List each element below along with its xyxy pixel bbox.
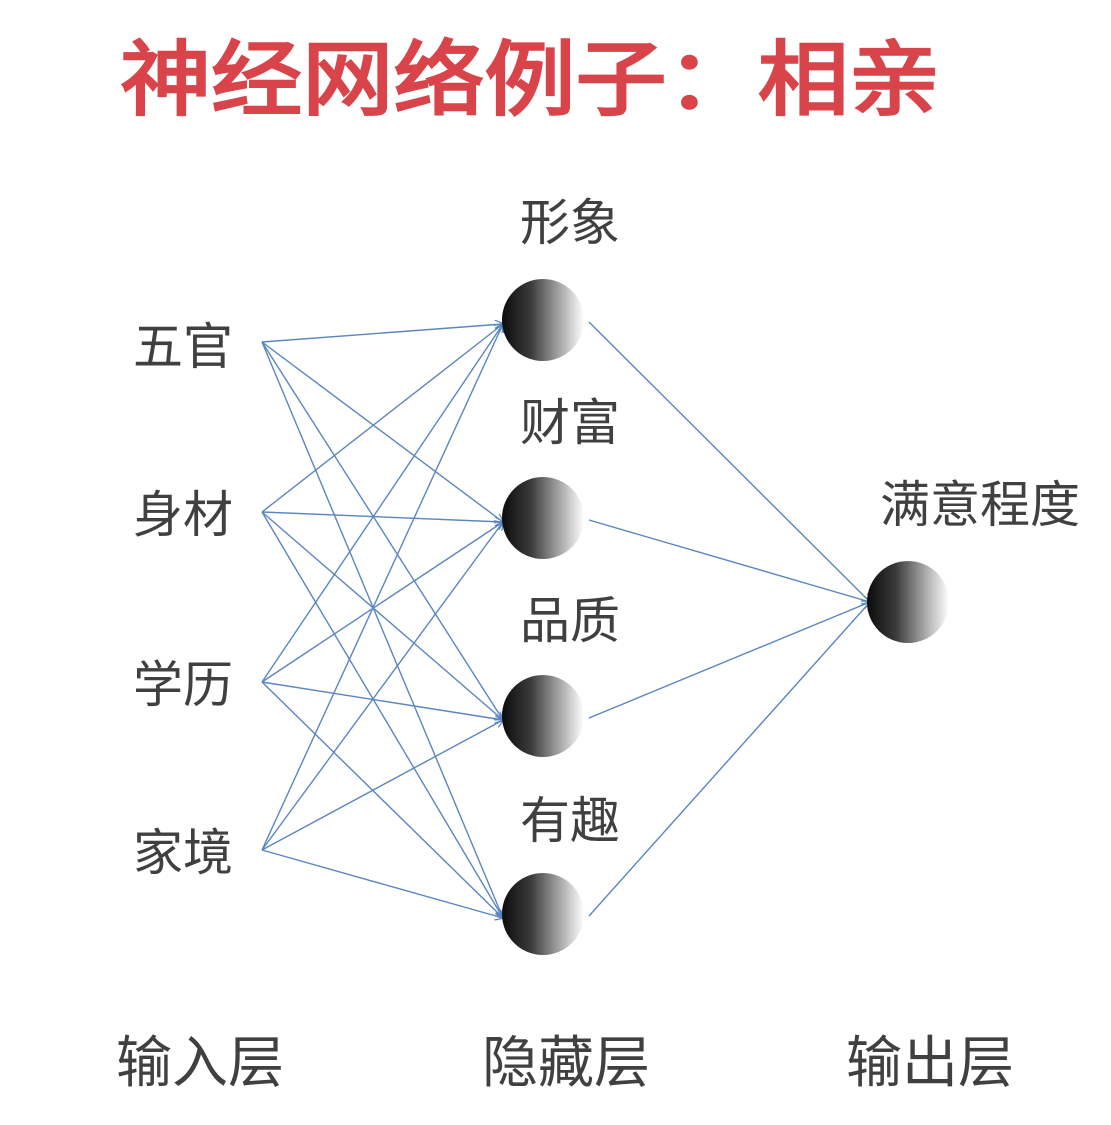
hidden-node-label: 有趣 [520, 792, 620, 850]
hidden-node [502, 477, 584, 559]
input-hidden-edge [261, 522, 503, 683]
input-hidden-edge [261, 324, 503, 851]
input-hidden-edge [261, 681, 503, 720]
edge-layer [261, 321, 870, 918]
output-layer-title: 输出层 [846, 1031, 1014, 1096]
output-layer-labels: 满意程度 [880, 476, 1080, 534]
hidden-layer-title: 隐藏层 [482, 1031, 650, 1096]
output-node-layer [867, 561, 949, 643]
hidden-output-edge [588, 321, 870, 602]
layer-titles: 输入层 隐藏层 输出层 [116, 1031, 1014, 1096]
hidden-layer-labels: 形象 财富 品质 有趣 [520, 194, 620, 850]
hidden-output-edge [588, 602, 870, 917]
hidden-node [502, 873, 584, 955]
hidden-output-edge [588, 519, 870, 602]
input-hidden-edge [261, 324, 503, 343]
hidden-node-layer [502, 279, 584, 955]
hidden-node-label: 形象 [520, 194, 620, 252]
input-hidden-edge [261, 511, 503, 522]
hidden-node [502, 279, 584, 361]
output-node [867, 561, 949, 643]
input-node-label: 学历 [133, 656, 233, 714]
output-node-label: 满意程度 [880, 476, 1080, 534]
hidden-node-label: 财富 [520, 394, 620, 452]
hidden-output-edge [588, 602, 870, 719]
input-hidden-edge [261, 324, 503, 683]
input-layer-labels: 五官 身材 学历 家境 [133, 318, 233, 882]
input-hidden-edge [261, 341, 503, 918]
page-title: 神经网络例子：相亲 [120, 33, 940, 128]
input-hidden-edge [261, 849, 503, 918]
input-hidden-edge [261, 324, 503, 513]
hidden-node-label: 品质 [520, 592, 620, 650]
input-node-label: 家境 [133, 824, 233, 882]
input-node-label: 五官 [133, 318, 233, 376]
input-hidden-edge [261, 720, 503, 851]
input-hidden-edge [261, 522, 503, 851]
hidden-node [502, 675, 584, 757]
input-hidden-edge [261, 341, 503, 720]
input-hidden-edge [261, 511, 503, 918]
input-hidden-edge [261, 341, 503, 522]
input-hidden-edge [261, 511, 503, 720]
input-layer-title: 输入层 [116, 1031, 284, 1096]
input-hidden-edge [261, 681, 503, 918]
input-node-label: 身材 [133, 486, 233, 544]
